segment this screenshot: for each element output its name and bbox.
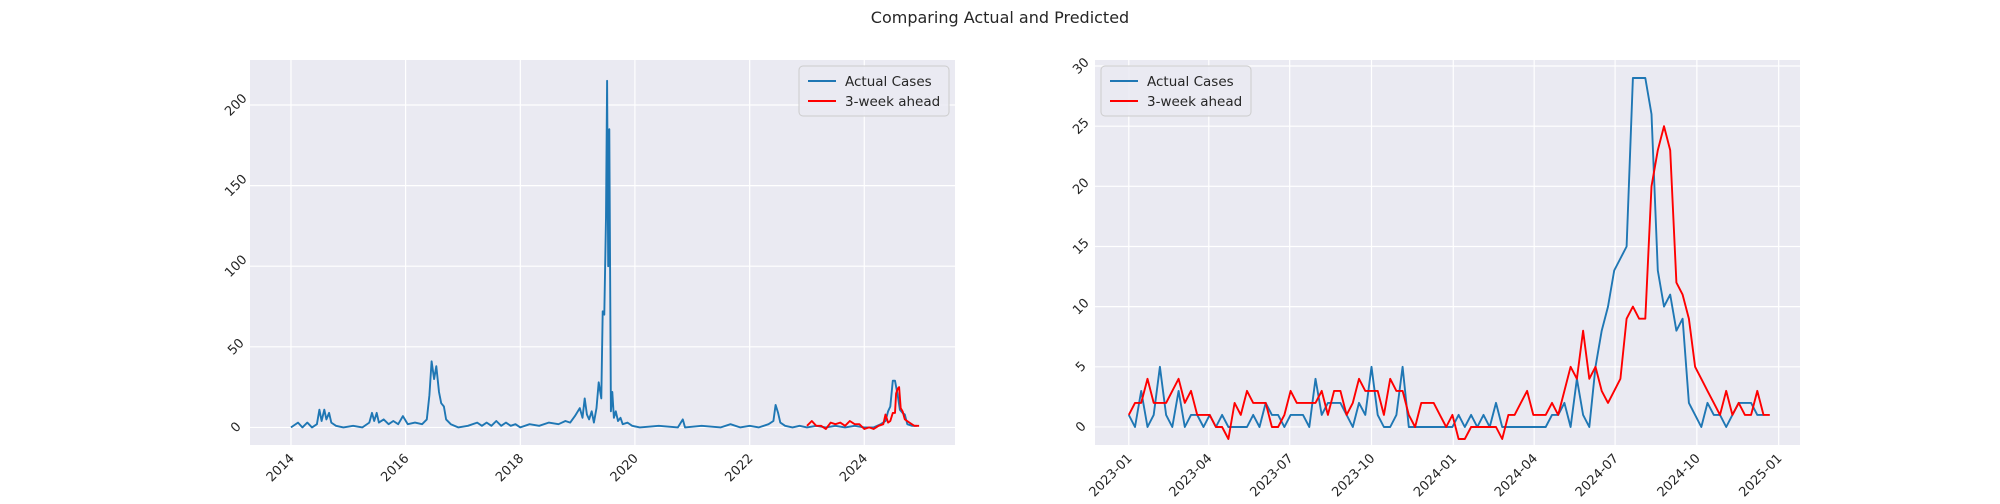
x-tick-label: 2024-01 <box>1411 451 1460 500</box>
x-tick-label: 2023-04 <box>1167 451 1216 500</box>
chart-left: 0 50 100 150 200 2014 2016 2018 2020 2022 2024 Actu… <box>222 60 955 485</box>
x-tick-label: 2016 <box>378 451 412 485</box>
x-tick-label: 2024-07 <box>1573 451 1622 500</box>
x-tick-label: 2023-01 <box>1087 451 1136 500</box>
plot-area <box>250 60 955 445</box>
x-tick-label: 2025-01 <box>1736 451 1785 500</box>
x-tick-label: 2018 <box>493 451 527 485</box>
legend-label: Actual Cases <box>845 74 932 90</box>
series-line-3-week-ahead <box>1127 125 1770 440</box>
y-tick-label: 5 <box>1073 359 1089 375</box>
x-tick-label: 2023-10 <box>1329 451 1378 500</box>
figure-suptitle: Comparing Actual and Predicted <box>871 8 1129 27</box>
y-tick-label: 15 <box>1070 236 1092 258</box>
y-tick-label: 0 <box>228 420 244 436</box>
y-tick-label: 30 <box>1070 55 1092 77</box>
y-tick-label: 200 <box>222 91 250 119</box>
y-tick-label: 0 <box>1073 419 1089 435</box>
chart-right: 0 5 10 15 20 25 30 2023-01 2023-04 2023-07 2023-10… <box>1070 55 1800 500</box>
legend: Actual Cases 3-week ahead <box>798 65 950 117</box>
y-tick-label: 10 <box>1070 296 1092 318</box>
series-line-3-week-ahead <box>806 386 920 430</box>
plot-area <box>1095 60 1800 445</box>
x-tick-label: 2022 <box>722 451 756 485</box>
legend-label: Actual Cases <box>1147 74 1234 90</box>
x-tick-label: 2024-04 <box>1492 451 1541 500</box>
y-tick-label: 150 <box>222 172 250 200</box>
legend: Actual Cases 3-week ahead <box>1100 65 1252 117</box>
x-tick-label: 2024 <box>837 451 871 485</box>
legend-box <box>1100 65 1252 117</box>
x-tick-label: 2014 <box>264 451 298 485</box>
series-line-actual-cases <box>290 79 917 429</box>
legend-label: 3-week ahead <box>845 94 940 110</box>
x-tick-label: 2020 <box>608 451 642 485</box>
x-tick-label: 2023-07 <box>1248 451 1297 500</box>
legend-box <box>798 65 950 117</box>
y-tick-label: 100 <box>222 252 250 280</box>
y-tick-label: 50 <box>225 336 247 358</box>
y-tick-label: 25 <box>1070 115 1092 137</box>
y-tick-label: 20 <box>1070 176 1092 198</box>
x-tick-label: 2024-10 <box>1655 451 1704 500</box>
legend-label: 3-week ahead <box>1147 94 1242 110</box>
